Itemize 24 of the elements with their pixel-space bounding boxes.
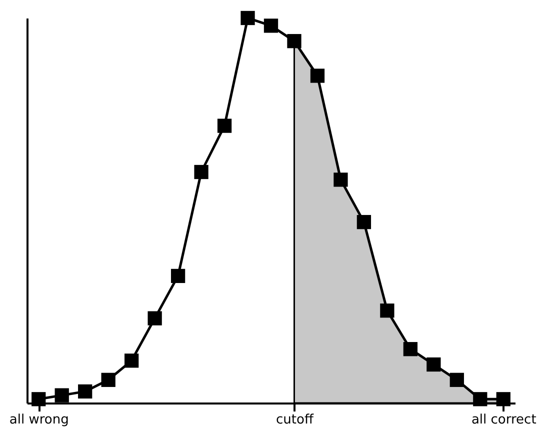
point xyxy=(148,311,162,326)
point xyxy=(356,214,372,230)
point xyxy=(287,34,302,48)
point xyxy=(426,357,441,372)
x-tick-label: all wrong xyxy=(9,412,69,428)
point xyxy=(334,172,348,187)
point xyxy=(170,268,186,284)
point xyxy=(380,304,394,318)
point xyxy=(450,372,464,387)
point xyxy=(403,342,418,356)
point xyxy=(124,354,139,368)
point xyxy=(101,372,116,387)
point xyxy=(194,164,208,180)
point xyxy=(32,392,46,406)
point xyxy=(240,10,255,26)
point xyxy=(473,392,488,406)
point xyxy=(78,384,92,399)
point xyxy=(496,392,510,406)
point xyxy=(264,18,278,33)
point xyxy=(217,118,232,133)
point xyxy=(310,68,325,83)
x-tick-label: cutoff xyxy=(276,412,314,428)
point xyxy=(54,388,69,402)
x-tick-label: all correct xyxy=(471,412,536,428)
